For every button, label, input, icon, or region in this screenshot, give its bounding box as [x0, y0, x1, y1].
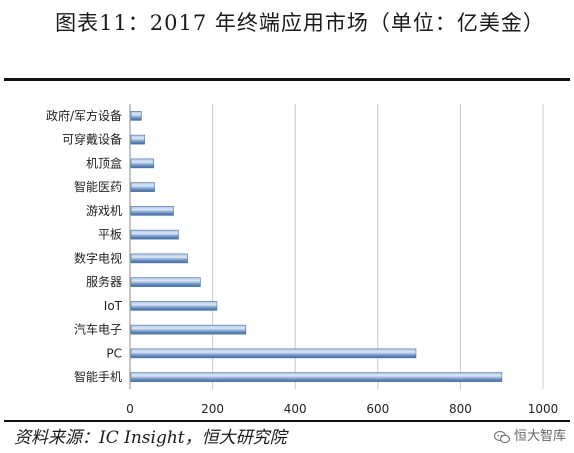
- bar: [130, 253, 188, 264]
- bar: [130, 348, 417, 359]
- category-label: PC: [106, 346, 122, 360]
- bar: [130, 182, 155, 192]
- bar: [130, 229, 179, 240]
- x-tick-label: 1000: [528, 402, 559, 416]
- category-label: 平板: [98, 228, 122, 242]
- x-tick-label: 0: [126, 402, 134, 416]
- bar-chart: 政府/军方设备可穿戴设备机顶盒智能医药游戏机平板数字电视服务器 IoT 汽车电子 PC…: [0, 86, 574, 424]
- category-label: 智能手机: [74, 369, 122, 384]
- category-label: 汽车电子: [74, 322, 122, 337]
- bar-layer: [130, 111, 503, 382]
- category-label: 服务器: [86, 274, 122, 289]
- x-tick-labels: 0 200 400 600 800 1000: [126, 402, 558, 416]
- bar: [130, 206, 174, 216]
- chart-title: 图表11：2017 年终端应用市场（单位：亿美金）: [55, 11, 545, 35]
- bar: [130, 277, 201, 287]
- x-tick-label: 800: [449, 402, 472, 416]
- watermark-text: 恒大智库: [513, 429, 566, 444]
- category-label: 政府/军方设备: [46, 108, 122, 123]
- x-tick-label: 200: [201, 402, 224, 416]
- top-divider: [4, 78, 570, 81]
- grid-layer: [129, 104, 544, 389]
- category-label: 智能医药: [74, 179, 122, 194]
- category-label: 数字电视: [74, 250, 122, 265]
- bar: [130, 111, 142, 121]
- category-label: 机顶盒: [86, 155, 122, 170]
- source-note: 资料来源：IC Insight，恒大研究院: [14, 428, 287, 448]
- watermark: 恒大智库: [493, 428, 566, 446]
- bar: [130, 134, 145, 145]
- category-label: 可穿戴设备: [62, 132, 122, 147]
- category-label: 游戏机: [86, 204, 122, 218]
- bar: [130, 158, 155, 169]
- x-tick-label: 400: [284, 402, 307, 416]
- bar: [130, 372, 503, 382]
- wechat-icon: [493, 430, 510, 444]
- bar: [130, 324, 247, 335]
- bar: [130, 301, 218, 311]
- category-label: IoT: [104, 299, 123, 313]
- x-tick-label: 600: [366, 402, 389, 416]
- bottom-divider: [4, 420, 570, 422]
